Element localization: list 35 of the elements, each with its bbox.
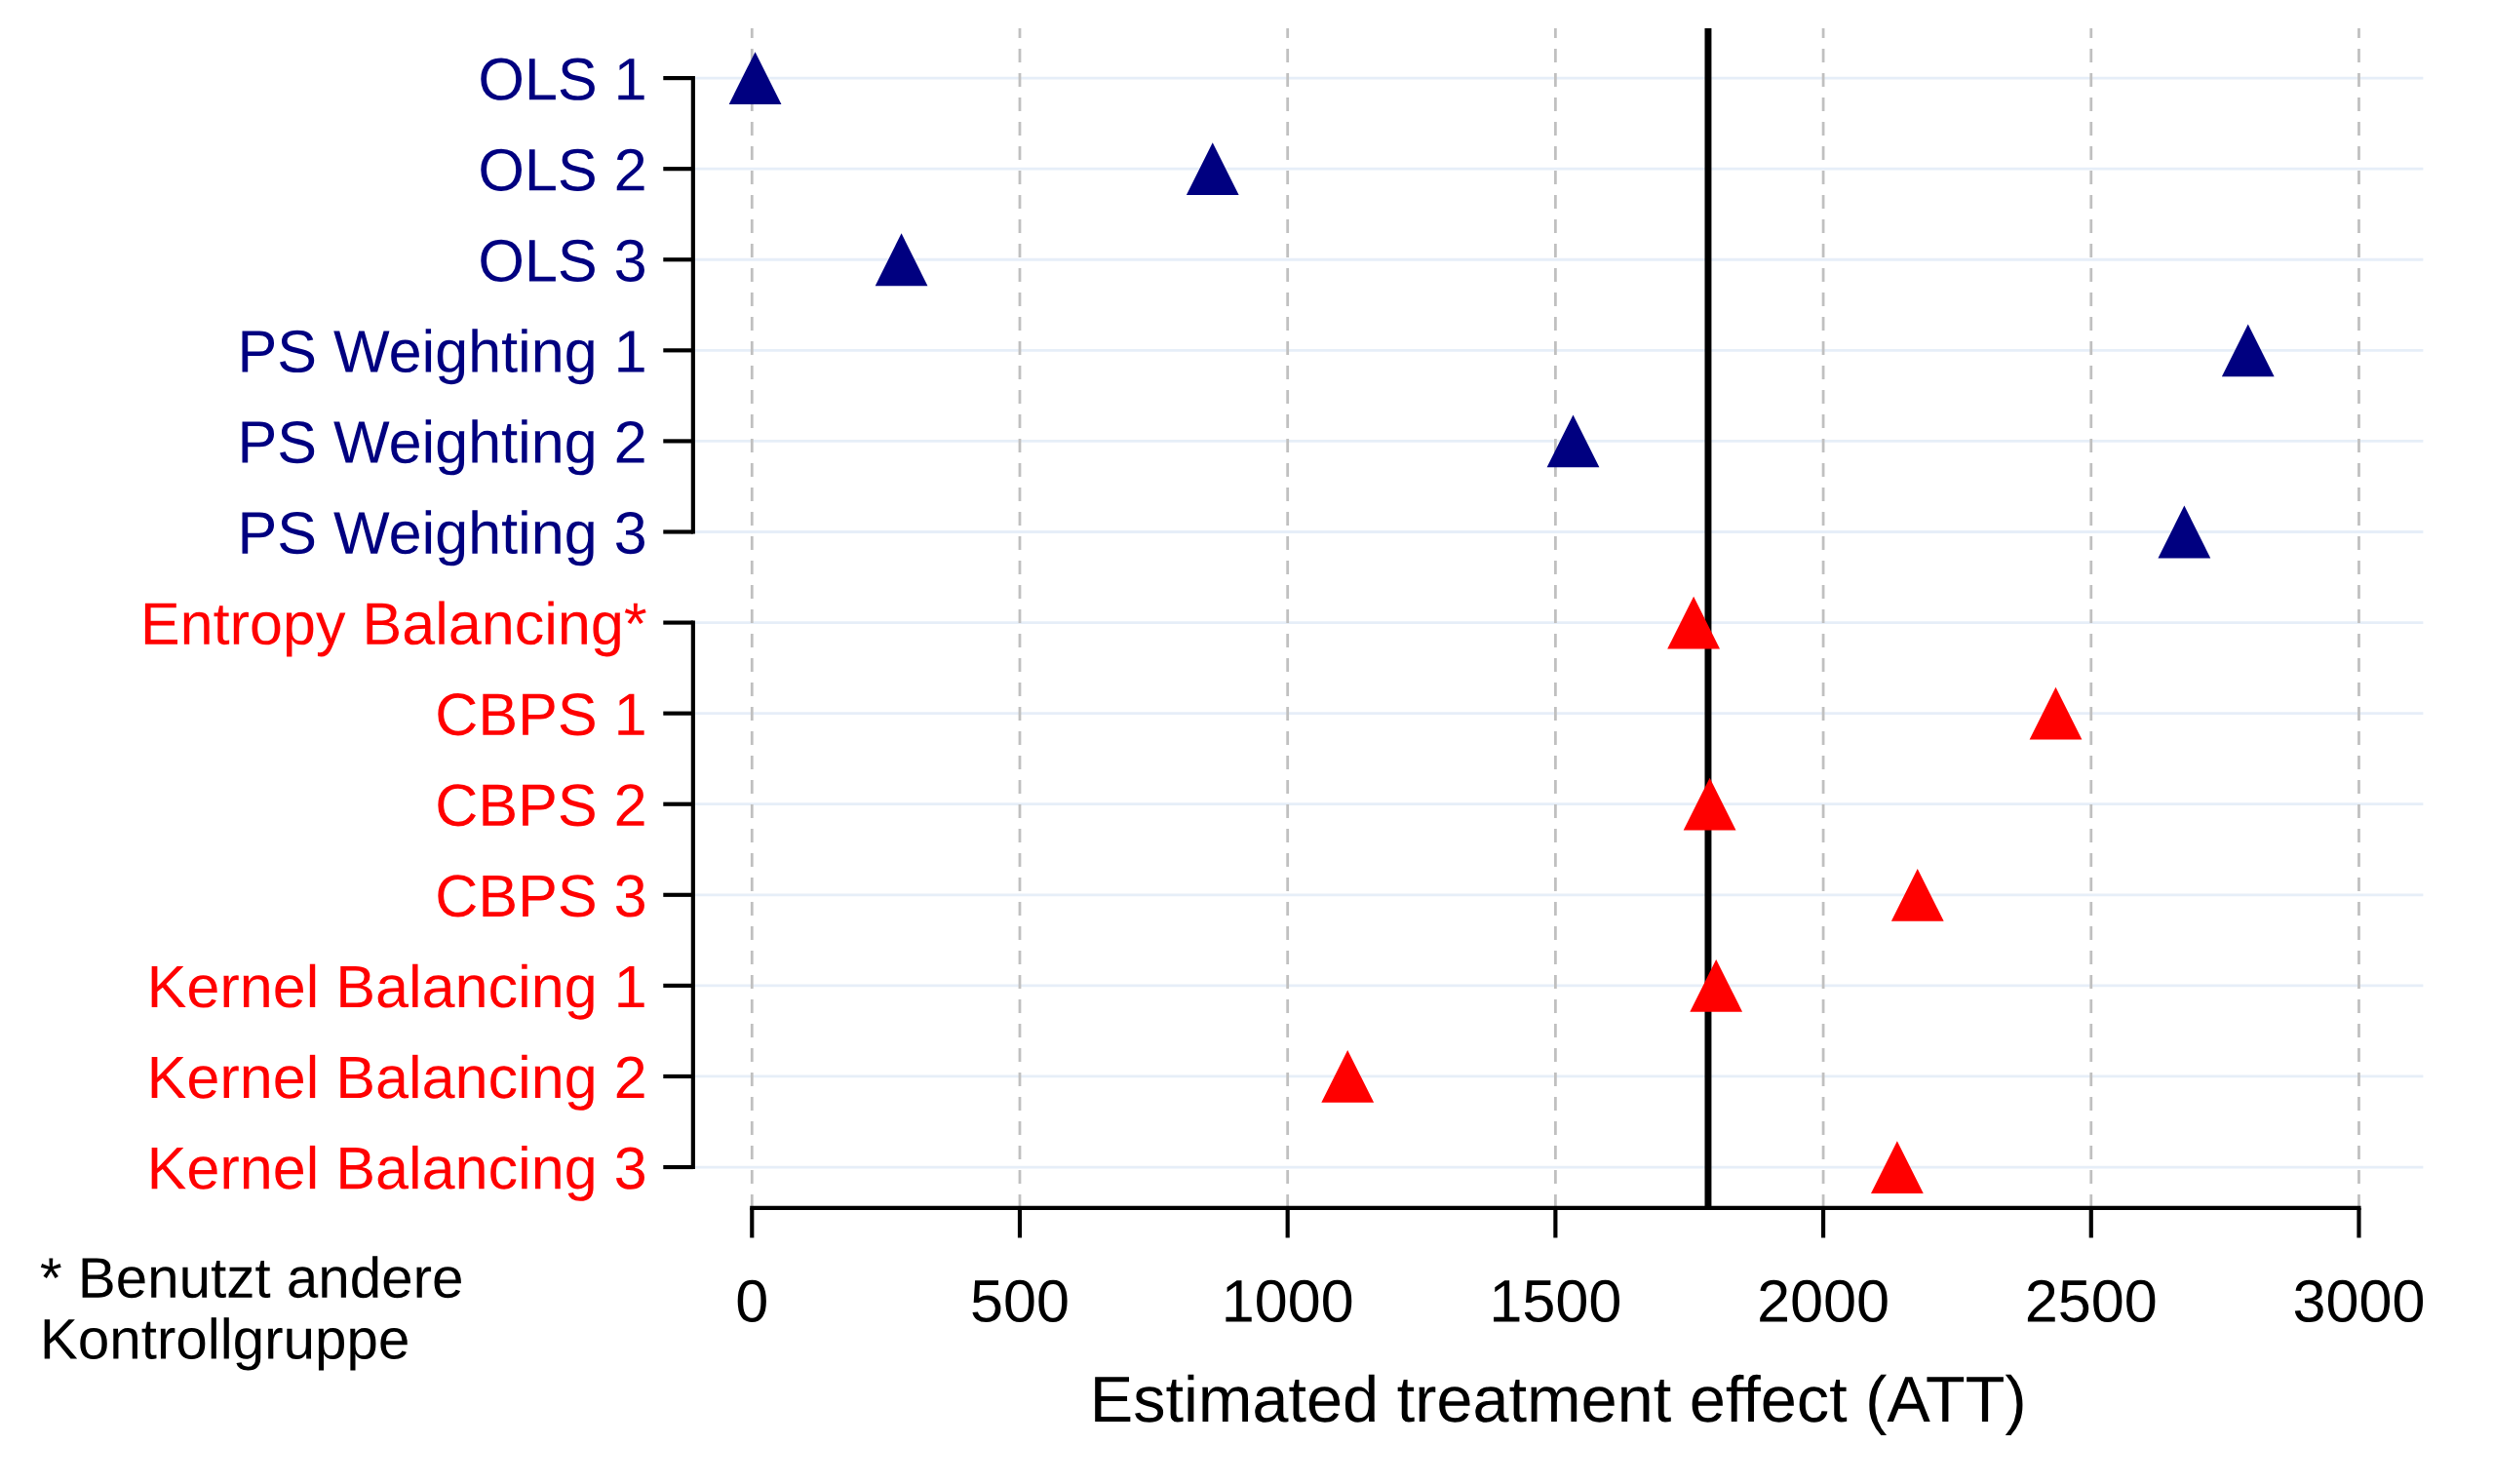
y-tick-label: Kernel Balancing 1 xyxy=(151,963,644,1020)
x-tick-label: 0 xyxy=(737,1279,766,1323)
x-tick-label: 2500 xyxy=(2027,1279,2156,1323)
point xyxy=(2221,324,2275,377)
x-tick-label: 3000 xyxy=(2294,1279,2424,1323)
point xyxy=(1321,1050,1375,1103)
point xyxy=(1690,958,1743,1012)
text: * Benutzt andere Kontrollgruppe xyxy=(40,1256,461,1371)
point xyxy=(728,52,782,105)
x-tick-label: 1000 xyxy=(1226,1279,1352,1323)
y-tick-label: Kernel Balancing 2 xyxy=(151,1054,644,1111)
point xyxy=(1890,868,1944,921)
y-tick-label: CBPS 3 xyxy=(438,875,644,918)
y-tick-label: PS Weighting 1 xyxy=(242,329,644,385)
y-tick-label: OLS 2 xyxy=(481,148,644,191)
y-tick-label: Entropy Balancing* xyxy=(144,601,646,657)
y-tick-label: PS Weighting 3 xyxy=(242,510,644,566)
point xyxy=(1683,777,1736,831)
y-tick-label: CBPS 2 xyxy=(438,784,644,827)
y-tick-label: OLS 3 xyxy=(481,239,644,283)
y-tick-label: Kernel Balancing 3 xyxy=(151,1145,644,1201)
point xyxy=(875,233,928,287)
x-tick-label: 500 xyxy=(972,1279,1068,1323)
point xyxy=(1546,414,1600,468)
point xyxy=(1870,1141,1924,1193)
point xyxy=(1186,142,1239,196)
point xyxy=(2029,686,2083,740)
x-tick-label: 2000 xyxy=(1760,1279,1888,1323)
point xyxy=(1667,596,1721,649)
x-tick-label: 1500 xyxy=(1494,1279,1619,1323)
y-tick-label: OLS 1 xyxy=(481,58,644,100)
x-axis-title: Estimated treatment effect (ATT) xyxy=(1095,1374,2023,1435)
point xyxy=(2158,505,2211,559)
y-tick-label: CBPS 1 xyxy=(438,693,644,736)
y-tick-label: PS Weighting 2 xyxy=(242,419,644,476)
